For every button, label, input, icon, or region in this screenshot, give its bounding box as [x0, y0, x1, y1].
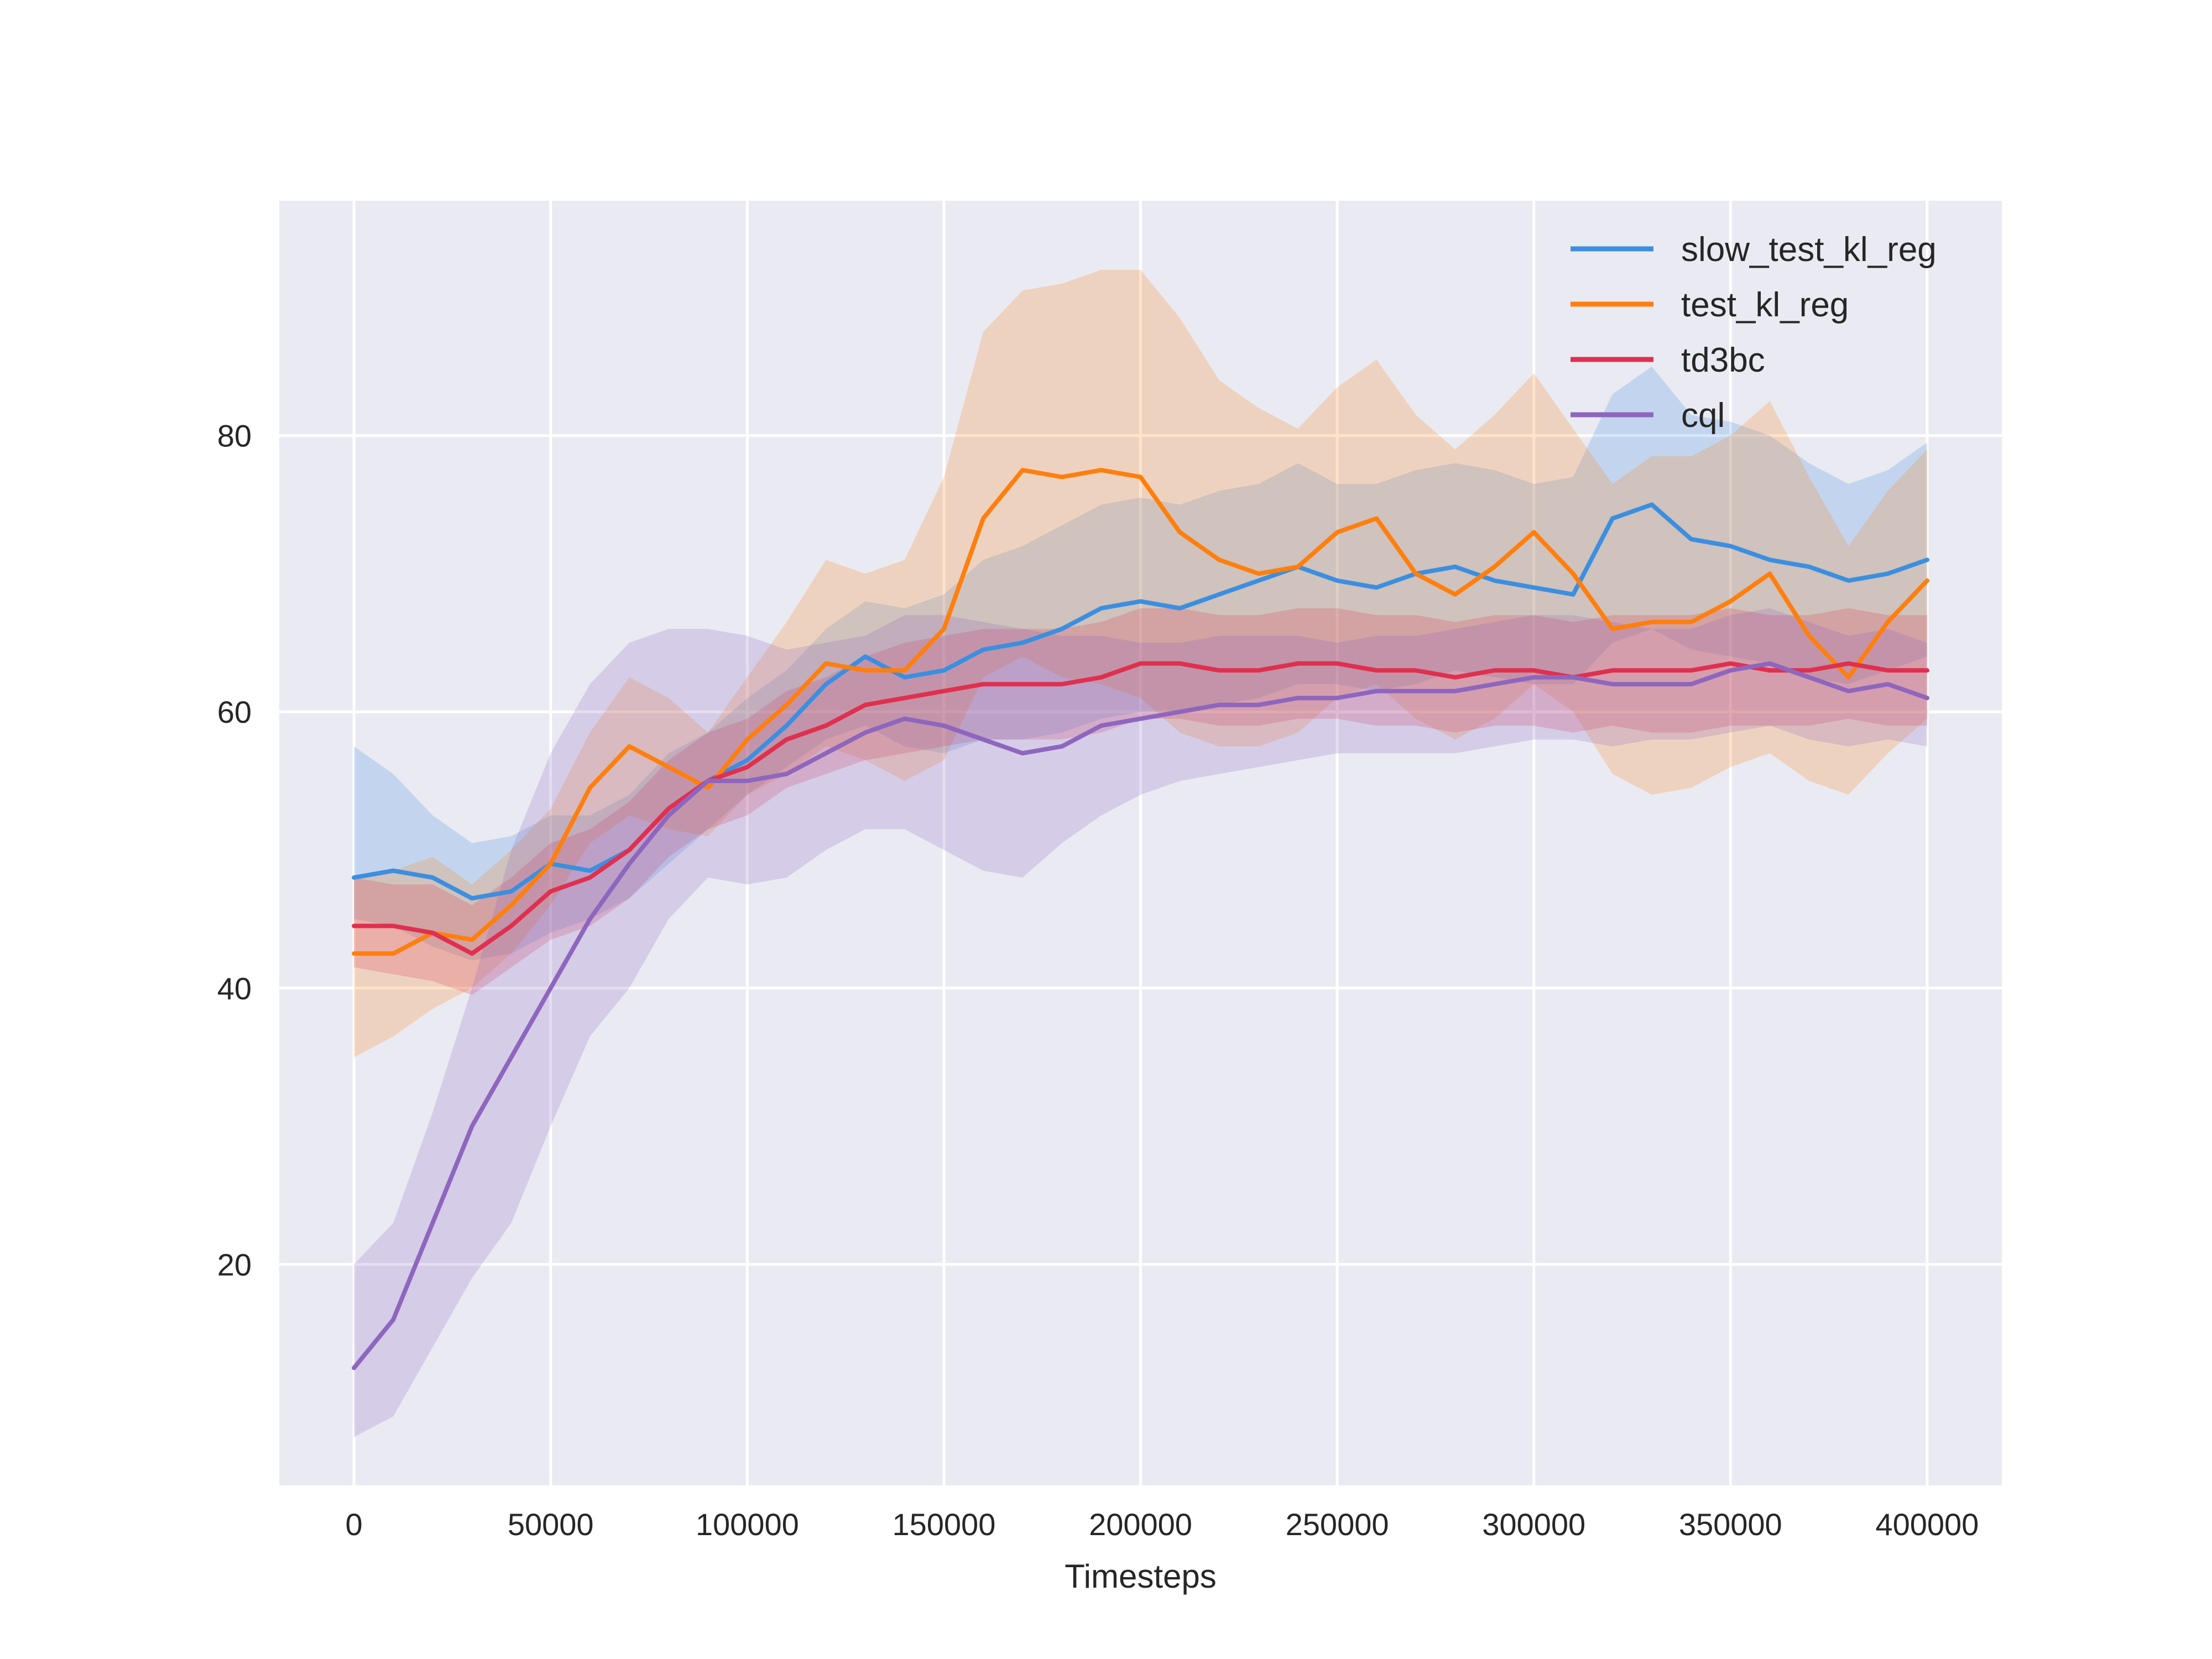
- y-tick-labels: 20 40 60 80: [217, 419, 252, 1282]
- x-tick-labels: 0 50000 100000 150000 200000 250000 300000 3500…: [346, 1507, 1979, 1542]
- x-tick-label: 50000: [508, 1507, 594, 1542]
- legend: slow_test_kl_reg test_kl_reg td3bc cql: [1571, 231, 1937, 435]
- grid-lines: [279, 201, 2002, 1485]
- y-tick-label: 60: [217, 695, 252, 729]
- x-tick-label: 150000: [892, 1507, 995, 1542]
- x-axis-label: Timesteps: [1065, 1558, 1217, 1595]
- legend-label: cql: [1681, 397, 1725, 435]
- band-cql: [354, 608, 1927, 1437]
- x-tick-label: 200000: [1089, 1507, 1192, 1542]
- y-tick-label: 80: [217, 419, 252, 453]
- x-tick-label: 250000: [1286, 1507, 1389, 1542]
- y-tick-label: 20: [217, 1247, 252, 1282]
- x-tick-label: 100000: [696, 1507, 799, 1542]
- band-td3bc: [354, 608, 1927, 995]
- x-tick-label: 0: [346, 1507, 363, 1542]
- series-line-cql: [352, 661, 1929, 1370]
- x-tick-label: 350000: [1679, 1507, 1782, 1542]
- x-tick-label: 400000: [1875, 1507, 1979, 1542]
- legend-label: test_kl_reg: [1681, 286, 1849, 324]
- legend-label: td3bc: [1681, 341, 1765, 379]
- series-line-td3bc: [352, 661, 1929, 956]
- series-lines: [352, 468, 1929, 1370]
- y-tick-label: 40: [217, 971, 252, 1006]
- x-tick-label: 300000: [1482, 1507, 1585, 1542]
- legend-label: slow_test_kl_reg: [1681, 231, 1937, 269]
- series-line-test_kl_reg: [352, 468, 1929, 956]
